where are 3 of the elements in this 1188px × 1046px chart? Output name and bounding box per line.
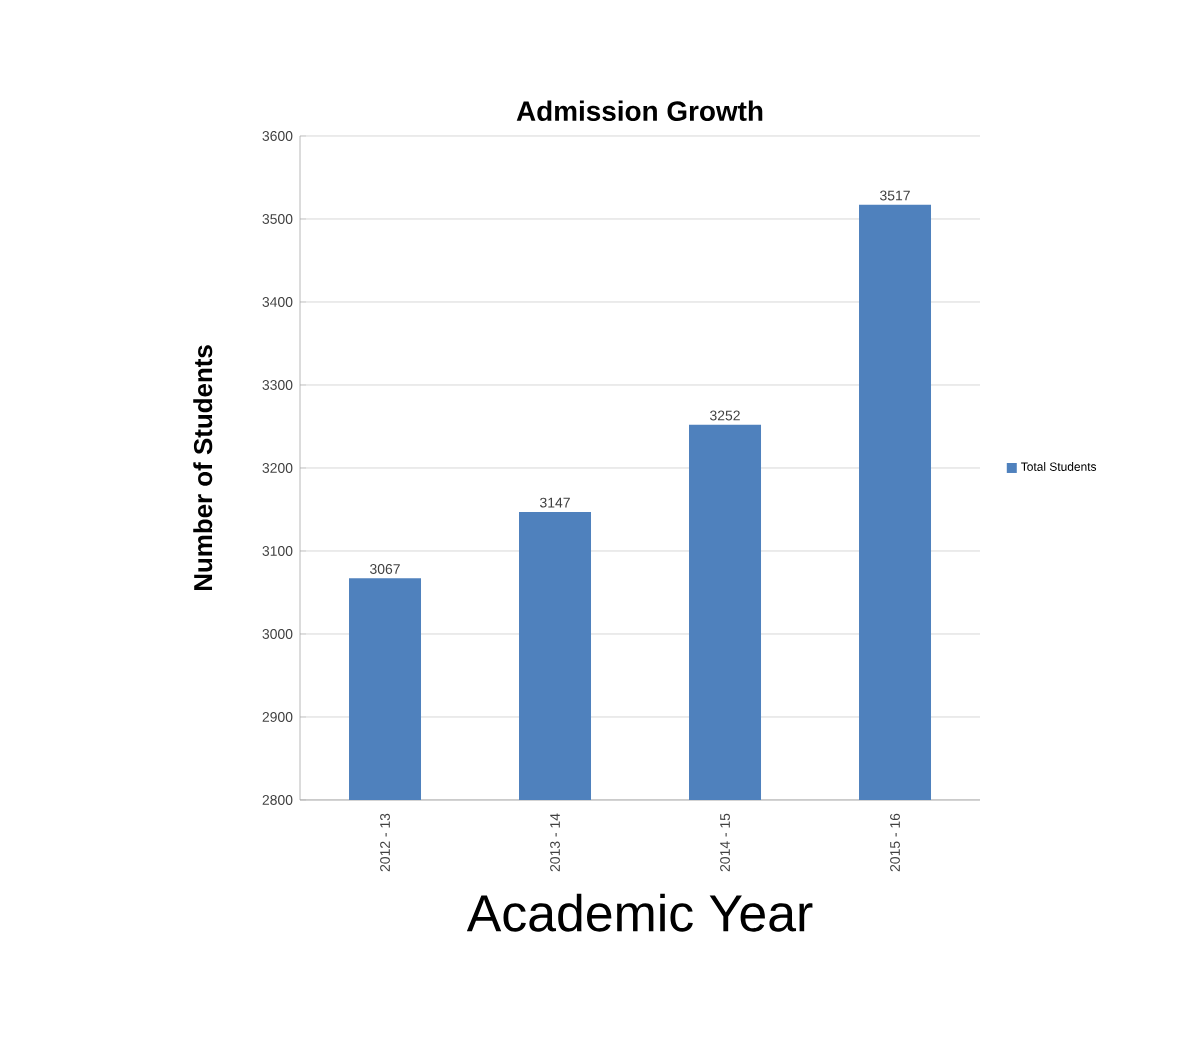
y-axis-title: Number of Students bbox=[193, 345, 213, 591]
chart-title: Admission Growth bbox=[516, 100, 763, 121]
x-axis-title: Academic Year bbox=[466, 893, 813, 932]
